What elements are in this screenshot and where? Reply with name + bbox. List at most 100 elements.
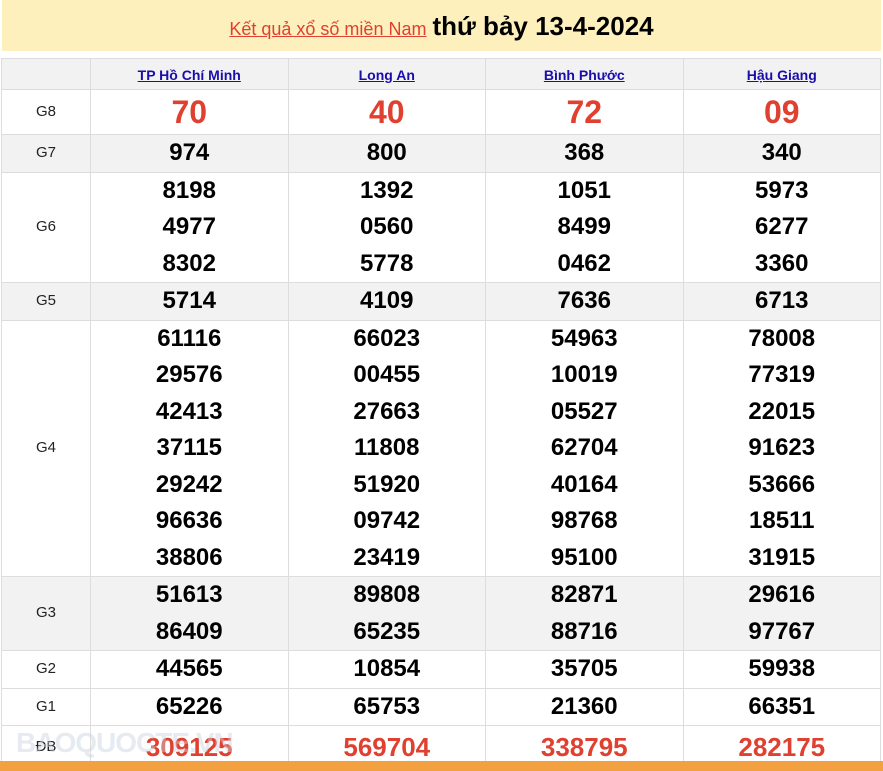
province-header: Hậu Giang (682, 58, 881, 90)
prize-number: 7636 (557, 287, 611, 314)
prize-label: G3 (1, 576, 91, 651)
prize-cell: 65753 (287, 687, 486, 726)
prize-label: G2 (1, 650, 91, 689)
prize-row: G1 65226 65753 21360 66351 (1, 687, 881, 726)
prize-cell: 66351 (682, 687, 881, 726)
prize-cell: 59938 (682, 650, 881, 689)
prize-number: 10019 (550, 361, 618, 388)
prize-number: 98768 (550, 507, 618, 534)
prize-number: 10854 (353, 655, 421, 682)
prize-row: G5 5714 4109 7636 6713 (1, 282, 881, 321)
prize-number: 62704 (550, 434, 618, 461)
prize-cell: 09 (682, 89, 881, 135)
prize-number: 29616 (748, 581, 816, 608)
prize-number: 21360 (550, 692, 618, 720)
prize-row: G3 51613 86409 89808 65235 82871 88716 29616 977… (1, 576, 881, 651)
prize-cell: 72 (485, 89, 684, 135)
province-link[interactable]: Hậu Giang (746, 67, 817, 83)
prize-cell: 340 (682, 134, 881, 173)
prize-cell: 61116 29576 42413 37115 29242 96636 38806 (90, 319, 289, 577)
province-link[interactable]: Long An (358, 67, 415, 83)
prize-cell: 5973 6277 3360 (682, 171, 881, 283)
prize-cell: 21360 (485, 687, 684, 726)
prize-number: 77319 (748, 361, 816, 388)
prize-number: 4977 (162, 213, 216, 240)
prize-number: 974 (169, 139, 210, 166)
prize-row: G2 44565 10854 35705 59938 (1, 650, 881, 689)
prize-row: G7 974 800 368 340 (1, 134, 881, 173)
prize-number: 40164 (550, 470, 618, 498)
prize-cell: 6713 (682, 282, 881, 321)
province-link[interactable]: Bình Phước (543, 67, 625, 83)
prize-cell: 29616 97767 (682, 576, 881, 651)
prize-cell: 70 (90, 89, 289, 135)
prize-number: 35705 (550, 655, 618, 682)
prize-number: 65226 (155, 692, 223, 720)
prize-number: 23419 (353, 543, 421, 571)
results-title-banner: Kết quả xổ số miền Nam thứ bảy 13-4-2024 (2, 0, 881, 51)
prize-cell: 8198 4977 8302 (90, 171, 289, 283)
prize-number: 31915 (748, 543, 816, 571)
prize-number: 97767 (748, 617, 816, 645)
prize-number: 00455 (353, 361, 421, 388)
prize-number: 338795 (540, 732, 628, 762)
prize-number: 09742 (353, 507, 421, 534)
prize-cell: 89808 65235 (287, 576, 486, 651)
header-corner (1, 58, 91, 90)
prize-cell: 368 (485, 134, 684, 173)
prize-number: 66023 (353, 324, 421, 352)
prize-cell: 1392 0560 5778 (287, 171, 486, 283)
prize-number: 5973 (755, 176, 809, 204)
prize-cell: 974 (90, 134, 289, 173)
results-link[interactable]: Kết quả xổ số miền Nam (229, 19, 427, 39)
province-header: Bình Phước (485, 58, 684, 90)
province-link[interactable]: TP Hồ Chí Minh (137, 67, 241, 83)
prize-number: 800 (366, 139, 407, 166)
prize-number: 51920 (353, 470, 421, 498)
prize-number: 44565 (155, 655, 223, 682)
prize-cell: 10854 (287, 650, 486, 689)
prize-number: 29576 (155, 361, 223, 388)
prize-cell: 54963 10019 05527 62704 40164 98768 95100 (485, 319, 684, 577)
prize-number: 96636 (155, 507, 223, 534)
prize-number: 5778 (360, 249, 414, 277)
prize-number: 95100 (550, 543, 618, 571)
prize-cell: 5714 (90, 282, 289, 321)
lottery-results-table: TP Hồ Chí Minh Long An Bình Phước Hậu Giang… (1, 58, 881, 769)
prize-number: 91623 (748, 434, 816, 461)
prize-number: 88716 (550, 617, 618, 645)
prize-number: 282175 (738, 732, 826, 762)
prize-number: 1392 (360, 176, 414, 204)
prize-cell: 78008 77319 22015 91623 53666 18511 31915 (682, 319, 881, 577)
prize-number: 78008 (748, 324, 816, 352)
prize-cell: 800 (287, 134, 486, 173)
prize-cell: 7636 (485, 282, 684, 321)
prize-number: 0560 (360, 213, 414, 240)
footer-bar (0, 761, 883, 771)
prize-number: 3360 (755, 249, 809, 277)
prize-label: G6 (1, 171, 91, 283)
prize-number: 72 (566, 94, 603, 130)
prize-cell: 40 (287, 89, 486, 135)
prize-label: G5 (1, 282, 91, 321)
prize-number: 59938 (748, 655, 816, 682)
prize-cell: 51613 86409 (90, 576, 289, 651)
prize-label: G7 (1, 134, 91, 173)
prize-number: 8198 (162, 176, 216, 204)
prize-number: 40 (368, 94, 405, 130)
prize-number: 66351 (748, 692, 816, 720)
prize-number: 368 (564, 139, 605, 166)
prize-number: 37115 (156, 434, 222, 461)
prize-number: 29242 (155, 470, 223, 498)
prize-number: 1051 (557, 176, 611, 204)
prize-number: 0462 (557, 249, 611, 277)
province-header: Long An (287, 58, 486, 90)
prize-number: 86409 (155, 617, 223, 645)
draw-date: thứ bảy 13-4-2024 (432, 11, 654, 41)
prize-number: 5714 (162, 287, 216, 314)
prize-number: 61116 (157, 324, 222, 352)
prize-label: G1 (1, 687, 91, 726)
prize-number: 340 (761, 139, 802, 166)
prize-cell: 1051 8499 0462 (485, 171, 684, 283)
prize-number: 11808 (354, 434, 420, 461)
